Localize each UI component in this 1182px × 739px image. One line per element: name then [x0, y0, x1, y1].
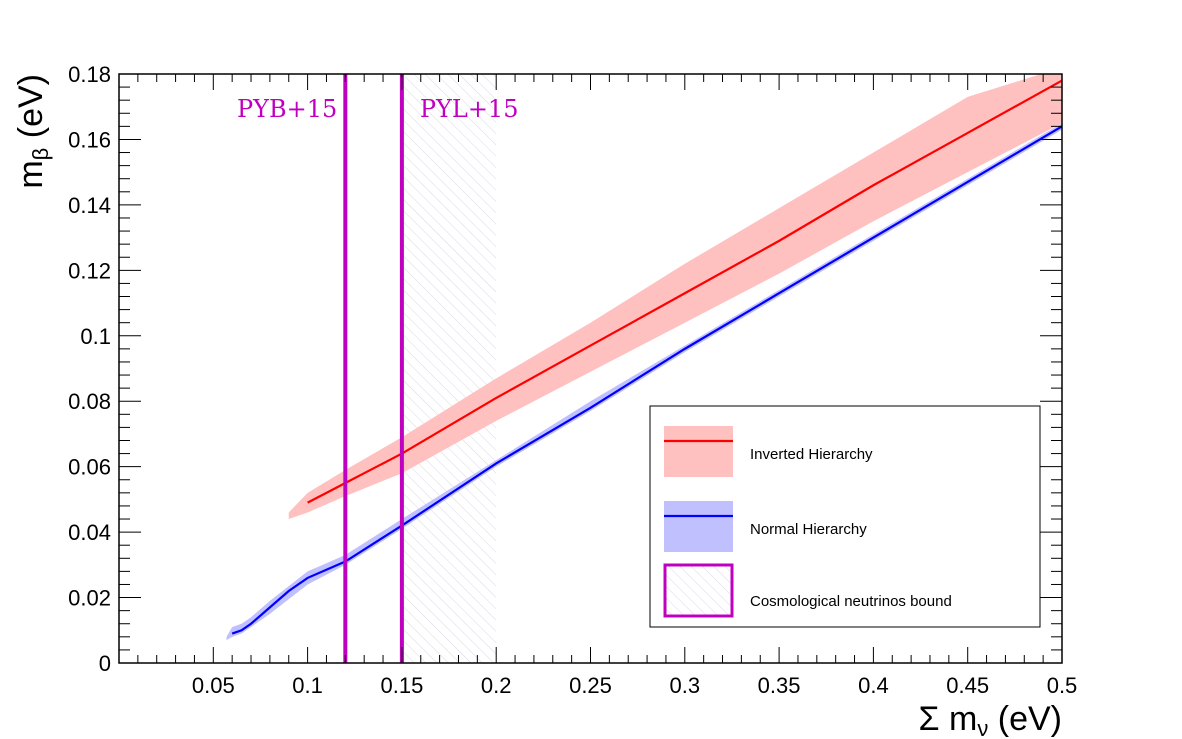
legend-swatch-bound	[663, 563, 734, 618]
y-tick-label: 0.02	[68, 586, 111, 611]
legend-label-normal-hierarchy: Normal Hierarchy	[750, 521, 867, 538]
legend-label-cosmological-bound: Cosmological neutrinos bound	[750, 593, 952, 610]
y-tick-label: 0.12	[68, 258, 111, 283]
y-tick-label: 0	[99, 651, 111, 676]
x-tick-label: 0.1	[292, 673, 323, 698]
legend-swatch-inverted-hierarchy-band	[664, 426, 733, 477]
excluded-region-hatch	[401, 74, 497, 663]
legend: Inverted Hierarchy Normal Hierarchy Cosmol…	[649, 405, 1041, 628]
y-tick-label: 0.16	[68, 127, 111, 152]
inverted-hierarchy-band	[288, 74, 1062, 520]
inverted-hierarchy-line	[307, 79, 1062, 504]
y-tick-label: 0.14	[68, 193, 111, 218]
y-tick-label: 0.06	[68, 455, 111, 480]
x-tick-label: 0.3	[670, 673, 701, 698]
y-tick-label: 0.04	[68, 520, 111, 545]
y-axis-title: mβ (eV)	[12, 74, 53, 189]
x-tick-label: 0.4	[858, 673, 889, 698]
x-tick-label: 0.45	[946, 673, 989, 698]
normal-hierarchy-band	[226, 123, 1062, 641]
x-tick-label: 0.15	[380, 673, 423, 698]
x-axis-title: Σ mν (eV)	[919, 700, 1062, 739]
y-tick-label: 0.08	[68, 389, 111, 414]
legend-swatch-normal-hierarchy-band	[664, 501, 733, 552]
x-tick-label: 0.5	[1047, 673, 1078, 698]
y-tick-label: 0.18	[68, 62, 111, 87]
x-tick-label: 0.25	[569, 673, 612, 698]
legend-label-inverted-hierarchy: Inverted Hierarchy	[750, 446, 873, 463]
x-tick-label: 0.35	[758, 673, 801, 698]
annotation-pyb15: PYB+15	[237, 95, 337, 123]
annotation-pyl15: PYL+15	[420, 95, 519, 123]
x-tick-label: 0.05	[192, 673, 235, 698]
x-tick-label: 0.2	[481, 673, 512, 698]
y-tick-label: 0.1	[80, 324, 111, 349]
